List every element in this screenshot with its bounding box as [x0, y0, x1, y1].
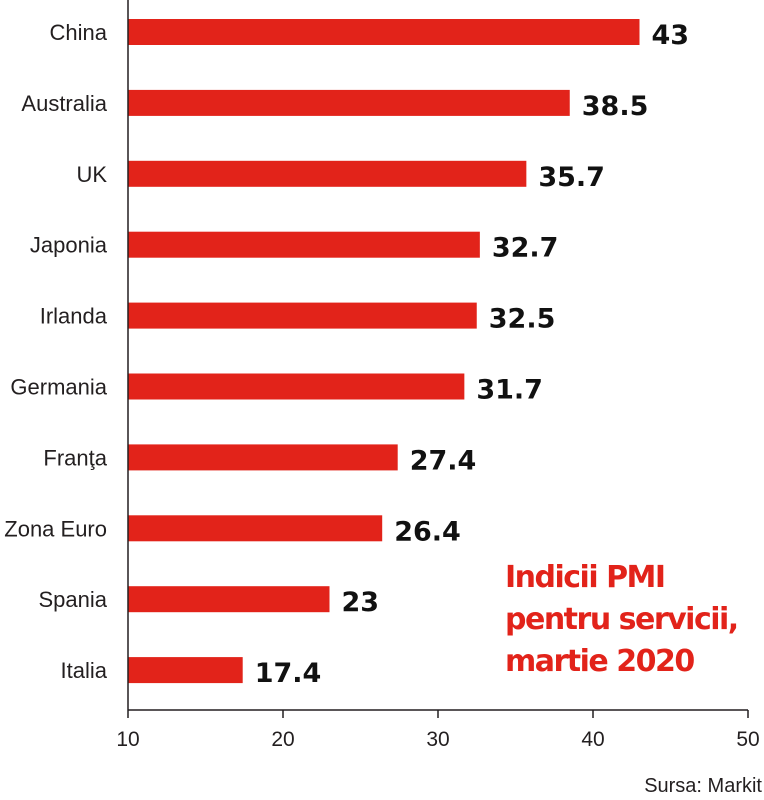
category-label: Irlanda — [40, 304, 108, 329]
bar — [128, 89, 570, 116]
bars-group — [128, 19, 640, 684]
category-label: Franţa — [43, 445, 107, 470]
x-tick-label: 40 — [581, 728, 604, 751]
chart-title-line-2: pentru servicii, — [505, 602, 739, 637]
category-label: Germania — [10, 375, 107, 400]
chart-title-line-3: martie 2020 — [505, 644, 695, 679]
value-label: 23 — [342, 587, 380, 618]
category-label: Italia — [61, 658, 108, 683]
x-tick-label: 30 — [426, 728, 449, 751]
bar — [128, 586, 330, 613]
value-label: 27.4 — [410, 445, 477, 476]
value-label: 32.5 — [489, 304, 556, 335]
value-label: 38.5 — [582, 91, 649, 122]
x-tick-label: 50 — [736, 728, 759, 751]
category-label: Zona Euro — [4, 516, 107, 541]
value-label: 31.7 — [476, 375, 543, 406]
value-labels-group: 43 38.5 35.7 32.7 32.5 31.7 27.4 26.4 23 17.4 — [255, 20, 689, 689]
source-note: Sursa: Markit — [644, 775, 762, 797]
category-label: UK — [76, 162, 107, 187]
bar — [128, 373, 465, 400]
value-label: 26.4 — [394, 516, 461, 547]
x-tick-label: 10 — [116, 728, 139, 751]
category-label: Japonia — [30, 233, 108, 258]
chart-title: Indicii PMI pentru servicii, martie 2020 — [505, 557, 755, 683]
value-label: 43 — [652, 20, 690, 51]
value-label: 32.7 — [492, 233, 559, 264]
bar — [128, 444, 398, 471]
bar — [128, 657, 243, 684]
bar — [128, 231, 480, 258]
category-labels-group: China Australia UK Japonia Irlanda Germania Fr… — [4, 20, 107, 683]
x-axis-group: 10 20 30 40 50 — [116, 0, 760, 751]
category-label: China — [50, 20, 108, 45]
chart-title-line-1: Indicii PMI — [505, 560, 666, 595]
bar — [128, 515, 383, 542]
bar — [128, 302, 477, 329]
value-label: 35.7 — [538, 162, 605, 193]
category-label: Australia — [21, 91, 107, 116]
value-label: 17.4 — [255, 658, 322, 689]
bar — [128, 19, 640, 45]
x-tick-label: 20 — [271, 728, 294, 751]
bar — [128, 160, 527, 187]
category-label: Spania — [38, 587, 107, 612]
